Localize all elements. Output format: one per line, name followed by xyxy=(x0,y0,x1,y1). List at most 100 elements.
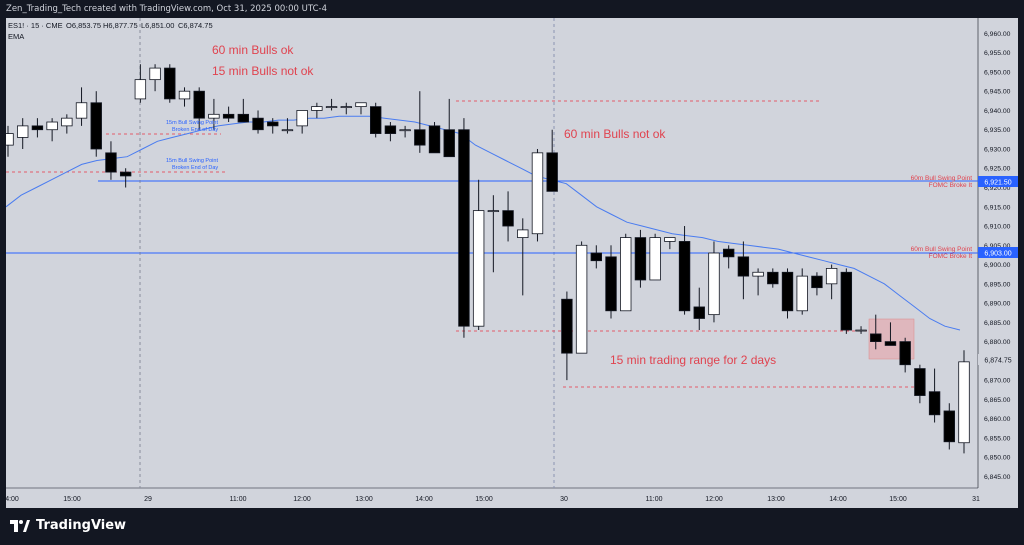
candle[interactable] xyxy=(796,268,808,315)
candle[interactable] xyxy=(414,91,426,153)
annotation-trading-range[interactable]: 15 min trading range for 2 days xyxy=(610,353,776,367)
candle[interactable] xyxy=(958,350,970,454)
candle[interactable] xyxy=(237,98,250,123)
candle[interactable] xyxy=(531,148,544,242)
candle[interactable] xyxy=(458,118,470,338)
candle[interactable] xyxy=(46,118,58,142)
price-axis[interactable] xyxy=(978,18,1018,508)
candle[interactable] xyxy=(825,264,838,300)
annotation-60min-bulls-not-ok[interactable]: 60 min Bulls not ok xyxy=(564,127,666,141)
candle-body xyxy=(399,129,411,132)
candle-body xyxy=(517,229,529,238)
candle[interactable] xyxy=(90,91,102,157)
candle[interactable] xyxy=(899,337,911,373)
level-label-upper-b[interactable]: FOMC Broke It xyxy=(929,182,973,189)
candle[interactable] xyxy=(178,87,191,107)
candle[interactable] xyxy=(678,226,691,315)
candle[interactable] xyxy=(590,245,603,269)
chart-canvas[interactable]: 6,960.00 6,955.00 6,950.00 6,945.00 6,940.00… xyxy=(6,18,1018,508)
candle[interactable] xyxy=(517,218,529,296)
candle[interactable] xyxy=(561,291,573,381)
tradingview-logo[interactable]: TradingView xyxy=(10,518,126,533)
candle[interactable] xyxy=(693,287,705,331)
candle[interactable] xyxy=(664,237,676,250)
candle-body xyxy=(134,79,147,100)
candle[interactable] xyxy=(575,241,588,354)
candle-body xyxy=(767,271,779,285)
candle[interactable] xyxy=(708,241,720,323)
candle[interactable] xyxy=(546,129,558,192)
candle[interactable] xyxy=(443,98,455,158)
attribution-bar: Zen_Trading_Tech created with TradingVie… xyxy=(0,0,1024,18)
candle-body xyxy=(443,129,455,158)
candle-body xyxy=(178,90,191,100)
symbol-legend[interactable]: ES1! · 15 · CME O6,853.75 H6,877.75 L6,8… xyxy=(8,21,213,41)
candle[interactable] xyxy=(487,195,500,273)
candle[interactable] xyxy=(840,268,853,334)
candle[interactable] xyxy=(6,125,14,157)
svg-text:6,903.00: 6,903.00 xyxy=(984,251,1011,258)
candle[interactable] xyxy=(193,87,205,130)
candle[interactable] xyxy=(61,114,73,134)
candle[interactable] xyxy=(428,122,441,154)
legend-symbol[interactable]: ES1! · 15 · CME xyxy=(8,21,63,30)
candle[interactable] xyxy=(914,364,926,404)
ema-line[interactable] xyxy=(6,115,961,331)
candle[interactable] xyxy=(222,106,235,123)
candle[interactable] xyxy=(355,102,367,115)
swing-label-2b[interactable]: Broken End of Day xyxy=(172,165,218,171)
candle[interactable] xyxy=(296,110,308,134)
candle[interactable] xyxy=(134,64,147,103)
candle[interactable] xyxy=(164,64,176,103)
candle[interactable] xyxy=(634,229,647,288)
candle[interactable] xyxy=(943,403,955,450)
candle[interactable] xyxy=(649,233,661,281)
candle[interactable] xyxy=(752,268,764,296)
candle[interactable] xyxy=(502,191,514,242)
price-tick-label: 6,855.00 xyxy=(984,435,1011,442)
level-label-upper-a[interactable]: 60m Bull Swing Point xyxy=(911,175,973,182)
candle[interactable] xyxy=(870,314,882,350)
time-tick-label: 14:00 xyxy=(829,496,847,503)
candle[interactable] xyxy=(252,110,264,134)
candle[interactable] xyxy=(208,98,220,130)
candle[interactable] xyxy=(811,272,823,296)
candle[interactable] xyxy=(605,245,617,319)
annotation-15min-bulls-not-ok[interactable]: 15 min Bulls not ok xyxy=(212,64,314,78)
candle[interactable] xyxy=(105,141,117,180)
candle[interactable] xyxy=(722,245,735,269)
candle[interactable] xyxy=(620,233,632,312)
candle[interactable] xyxy=(17,118,29,149)
candle[interactable] xyxy=(149,64,161,92)
candle[interactable] xyxy=(737,241,750,300)
price-tick-label: 6,870.00 xyxy=(984,378,1011,385)
candle-body xyxy=(61,117,73,127)
candle[interactable] xyxy=(340,102,352,115)
swing-label-1b[interactable]: Broken End of Day xyxy=(172,127,218,133)
candle[interactable] xyxy=(267,118,279,134)
candle[interactable] xyxy=(928,368,941,423)
candles-layer[interactable] xyxy=(6,64,970,454)
level-label-lower-b[interactable]: FOMC Broke It xyxy=(929,253,973,260)
candle[interactable] xyxy=(855,326,867,334)
candle[interactable] xyxy=(781,268,794,319)
candle[interactable] xyxy=(325,98,338,111)
swing-label-1a[interactable]: 15m Bull Swing Point xyxy=(166,120,218,126)
candle[interactable] xyxy=(472,179,485,331)
candle[interactable] xyxy=(75,87,88,126)
legend-indicator-ema[interactable]: EMA xyxy=(8,32,24,41)
candle[interactable] xyxy=(369,102,382,138)
swing-label-2a[interactable]: 15m Bull Swing Point xyxy=(166,158,218,164)
candle[interactable] xyxy=(31,118,44,138)
candle[interactable] xyxy=(767,268,779,288)
candle[interactable] xyxy=(884,322,897,346)
candle[interactable] xyxy=(311,102,323,119)
candle[interactable] xyxy=(399,125,411,138)
candle[interactable] xyxy=(384,122,397,142)
level-label-lower-a[interactable]: 60m Bull Swing Point xyxy=(911,246,973,253)
candle[interactable] xyxy=(119,168,132,188)
candle[interactable] xyxy=(281,118,294,134)
chart-area[interactable]: 6,960.00 6,955.00 6,950.00 6,945.00 6,940.00… xyxy=(6,18,1018,508)
annotation-60min-bulls-ok[interactable]: 60 min Bulls ok xyxy=(212,43,294,57)
